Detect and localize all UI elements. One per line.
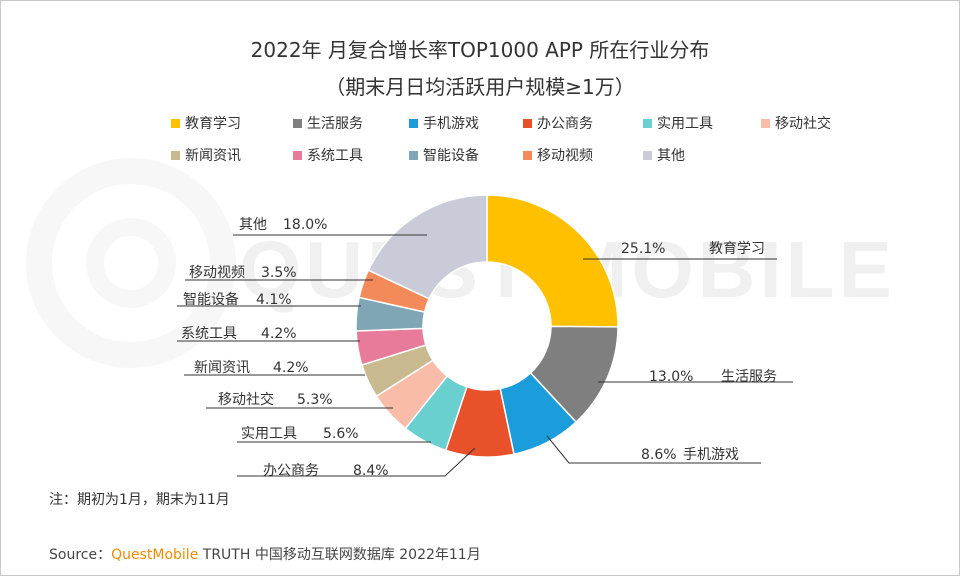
slice-label: 移动社交 <box>218 391 274 408</box>
legend: 教育学习 生活服务 手机游戏 办公商务 实用工具 移动社交新闻资讯 系统工具 智能设备 移动视频… <box>1 1 959 181</box>
donut-slice <box>486 194 619 328</box>
slice-value-label: 5.3% <box>297 392 333 408</box>
legend-item: 系统工具 <box>293 145 363 165</box>
slice-label: 生活服务 <box>721 369 777 385</box>
legend-swatch <box>523 150 532 160</box>
legend-item: 移动社交 <box>761 113 831 133</box>
footnote: 注：期初为1月，期末为11月 <box>49 492 230 508</box>
slice-label: 其他 <box>239 217 267 233</box>
slice-label: 新闻资讯 <box>194 360 250 376</box>
legend-swatch <box>409 150 418 160</box>
legend-label: 手机游戏 <box>423 116 479 132</box>
legend-swatch <box>293 150 302 160</box>
legend-item: 智能设备 <box>409 145 479 165</box>
slice-value-label: 4.2% <box>273 360 309 376</box>
slice-label: 移动视频 <box>189 265 245 281</box>
legend-swatch <box>643 150 652 160</box>
legend-label: 教育学习 <box>185 116 241 132</box>
legend-item: 新闻资讯 <box>171 145 241 165</box>
slice-value-label: 4.2% <box>261 326 297 342</box>
slice-value-label: 8.6% <box>641 447 677 463</box>
legend-item: 生活服务 <box>293 113 363 133</box>
legend-swatch <box>293 118 302 128</box>
source-detail: TRUTH 中国移动互联网数据库 2022年11月 <box>198 547 481 563</box>
leader-line <box>546 435 761 464</box>
legend-item: 其他 <box>643 145 685 165</box>
legend-item: 实用工具 <box>643 113 713 133</box>
legend-label: 生活服务 <box>307 116 363 132</box>
slice-label: 智能设备 <box>183 291 239 308</box>
legend-label: 智能设备 <box>423 148 479 164</box>
legend-swatch <box>643 118 652 128</box>
legend-label: 实用工具 <box>657 116 713 132</box>
slice-label: 实用工具 <box>241 426 297 442</box>
slice-label: 手机游戏 <box>683 447 739 463</box>
slice-label: 教育学习 <box>709 241 765 257</box>
slice-value-label: 25.1% <box>621 241 665 257</box>
legend-label: 其他 <box>657 148 685 164</box>
legend-label: 系统工具 <box>307 148 363 164</box>
chart-title-line2: （期末月日均活跃用户规模≥1万） <box>325 75 635 99</box>
source-brand: QuestMobile <box>111 547 199 563</box>
slice-value-label: 8.4% <box>353 463 389 479</box>
slice-value-label: 18.0% <box>283 217 327 233</box>
legend-item: 教育学习 <box>171 113 241 133</box>
legend-label: 办公商务 <box>537 116 593 132</box>
legend-label: 移动视频 <box>537 148 593 164</box>
legend-item: 办公商务 <box>523 113 593 133</box>
slice-label: 办公商务 <box>263 463 319 479</box>
legend-swatch <box>171 150 180 160</box>
slice-value-label: 5.6% <box>323 426 359 442</box>
slice-label: 系统工具 <box>181 326 237 342</box>
leader-line <box>237 447 476 477</box>
legend-label: 新闻资讯 <box>185 148 241 164</box>
legend-swatch <box>171 118 180 128</box>
donut-slice <box>367 194 488 300</box>
source-line: Source：QuestMobile TRUTH 中国移动互联网数据库 2022… <box>49 544 481 564</box>
slice-value-label: 4.1% <box>256 292 292 308</box>
slice-value-label: 13.0% <box>649 369 693 385</box>
legend-item: 手机游戏 <box>409 113 479 133</box>
chart-title-line1: 2022年 月复合增长率TOP1000 APP 所在行业分布 <box>250 38 710 62</box>
slice-value-label: 3.5% <box>261 265 297 281</box>
legend-swatch <box>409 118 418 128</box>
legend-swatch <box>761 118 770 128</box>
legend-swatch <box>523 118 532 128</box>
legend-label: 移动社交 <box>775 116 831 132</box>
source-label: Source： <box>49 547 112 563</box>
legend-item: 移动视频 <box>523 145 593 165</box>
